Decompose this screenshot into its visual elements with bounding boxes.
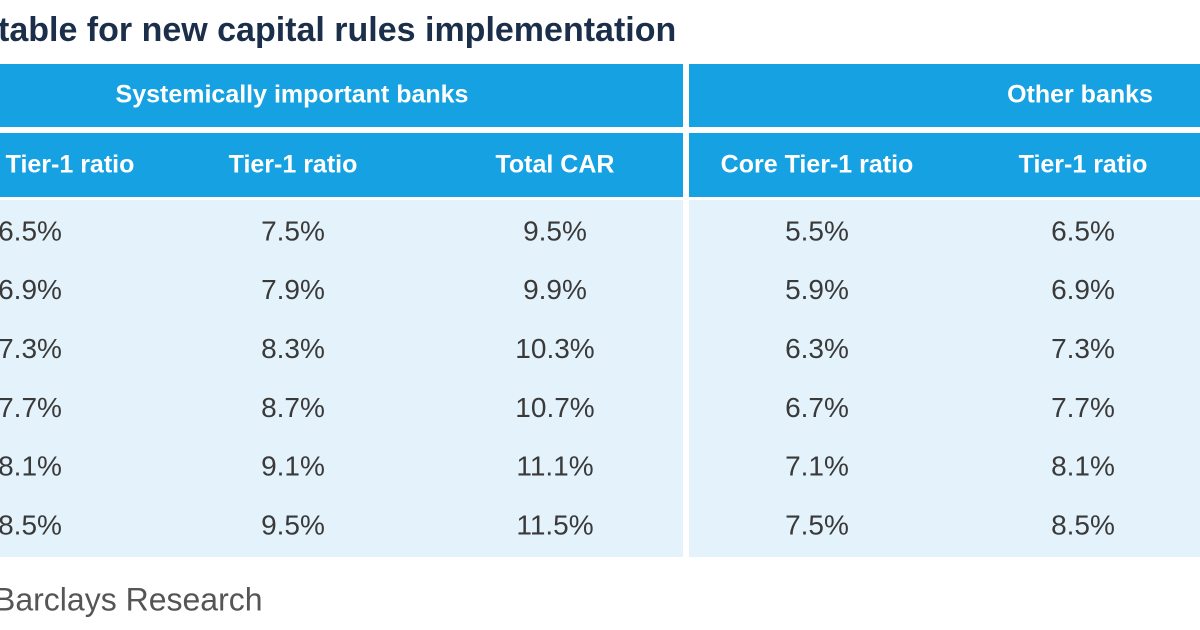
cell: 7.1% xyxy=(785,451,849,482)
cell: 6.5% xyxy=(1051,215,1115,246)
cell: 7.7% xyxy=(0,392,62,423)
cell: 8.5% xyxy=(1051,509,1115,540)
column-header: Total CAR xyxy=(496,151,615,179)
title: table for new capital rules implementati… xyxy=(0,11,676,49)
group-divider xyxy=(683,64,689,557)
cell: 6.9% xyxy=(1051,274,1115,305)
body-bg xyxy=(0,200,1200,557)
cell: 6.9% xyxy=(0,274,62,305)
cell: 7.3% xyxy=(0,333,62,364)
cell: 7.5% xyxy=(261,215,325,246)
column-header: Tier-1 ratio xyxy=(229,151,358,179)
cell: 6.3% xyxy=(785,333,849,364)
column-header: Tier-1 ratio xyxy=(6,151,135,179)
cell: 9.5% xyxy=(523,215,587,246)
cell: 5.9% xyxy=(785,274,849,305)
cell: 9.9% xyxy=(523,274,587,305)
cell: 6.5% xyxy=(0,215,62,246)
column-header: Core Tier-1 ratio xyxy=(721,151,914,179)
column-header-bg xyxy=(0,133,1200,197)
source: Barclays Research xyxy=(0,581,263,617)
cell: 11.1% xyxy=(516,451,593,482)
group-header-bg xyxy=(0,64,1200,127)
cell: 8.1% xyxy=(0,451,62,482)
cell: 10.3% xyxy=(515,333,594,364)
cell: 6.7% xyxy=(785,392,849,423)
cell: 5.5% xyxy=(785,215,849,246)
group-header: Other banks xyxy=(1007,81,1153,109)
cell: 8.3% xyxy=(261,333,325,364)
cell: 8.1% xyxy=(1051,451,1115,482)
cell: 7.7% xyxy=(1051,392,1115,423)
cell: 9.5% xyxy=(261,509,325,540)
cell: 7.9% xyxy=(261,274,325,305)
cell: 8.7% xyxy=(261,392,325,423)
cell: 8.5% xyxy=(0,509,62,540)
group-header: Systemically important banks xyxy=(116,81,469,109)
cell: 7.5% xyxy=(785,509,849,540)
cell: 10.7% xyxy=(515,392,594,423)
column-header: Tier-1 ratio xyxy=(1019,151,1148,179)
cell: 7.3% xyxy=(1051,333,1115,364)
cell: 11.5% xyxy=(516,509,593,540)
cell: 9.1% xyxy=(261,451,325,482)
